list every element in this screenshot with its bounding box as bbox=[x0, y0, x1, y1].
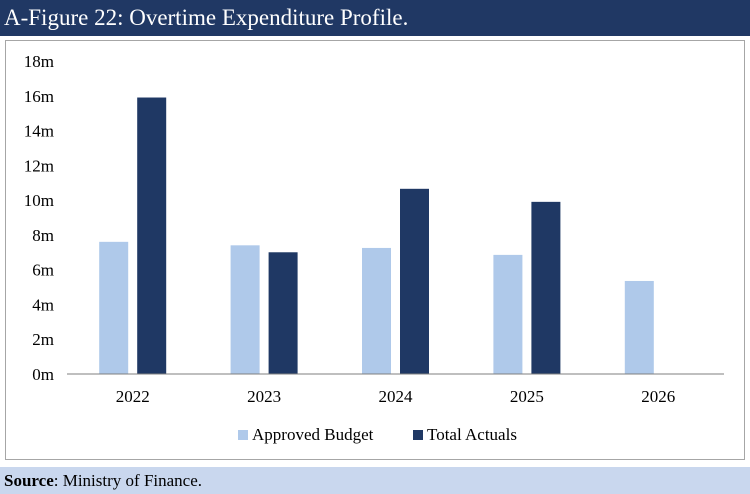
y-tick-label: 4m bbox=[32, 295, 54, 314]
source-label: Source bbox=[4, 471, 54, 490]
bar-total-actuals-2023 bbox=[268, 252, 298, 374]
y-axis-labels: 0m 2m 4m 6m 8m 10m 12m 14m 16m 18m bbox=[24, 52, 54, 384]
bar-total-actuals-2024 bbox=[400, 188, 429, 374]
y-tick-label: 16m bbox=[24, 87, 54, 106]
x-tick-label: 2025 bbox=[510, 387, 544, 406]
bar-total-actuals-2022 bbox=[137, 97, 167, 374]
source-note: Source: Ministry of Finance. bbox=[0, 467, 750, 494]
legend-swatch bbox=[413, 430, 423, 440]
y-tick-label: 6m bbox=[32, 261, 54, 280]
legend-label: Total Actuals bbox=[427, 425, 517, 444]
y-tick-label: 12m bbox=[24, 156, 54, 175]
y-tick-label: 14m bbox=[24, 122, 54, 141]
x-tick-label: 2023 bbox=[247, 387, 281, 406]
y-tick-label: 8m bbox=[32, 226, 54, 245]
bar-approved-budget-2024 bbox=[362, 247, 391, 374]
bar-approved-budget-2022 bbox=[99, 241, 129, 374]
x-axis-labels: 2022 2023 2024 2025 2026 bbox=[116, 387, 676, 406]
bar-approved-budget-2023 bbox=[230, 245, 260, 374]
legend: Approved Budget Total Actuals bbox=[238, 425, 517, 444]
chart-title: A-Figure 22: Overtime Expenditure Profil… bbox=[0, 0, 750, 36]
y-tick-label: 18m bbox=[24, 52, 54, 71]
y-tick-label: 10m bbox=[24, 191, 54, 210]
bar-approved-budget-2026 bbox=[624, 280, 654, 374]
x-tick-label: 2022 bbox=[116, 387, 150, 406]
legend-label: Approved Budget bbox=[252, 425, 374, 444]
chart-frame: 0m 2m 4m 6m 8m 10m 12m 14m 16m 18m 2022 2023 2024 20… bbox=[5, 40, 745, 460]
bar-series bbox=[99, 97, 654, 374]
bar-total-actuals-2025 bbox=[531, 201, 561, 374]
legend-swatch bbox=[238, 430, 248, 440]
bar-approved-budget-2025 bbox=[493, 254, 523, 374]
x-tick-label: 2026 bbox=[641, 387, 675, 406]
source-text: : Ministry of Finance. bbox=[53, 471, 203, 490]
x-tick-label: 2024 bbox=[379, 387, 414, 406]
y-tick-label: 0m bbox=[32, 365, 54, 384]
y-tick-label: 2m bbox=[32, 330, 54, 349]
